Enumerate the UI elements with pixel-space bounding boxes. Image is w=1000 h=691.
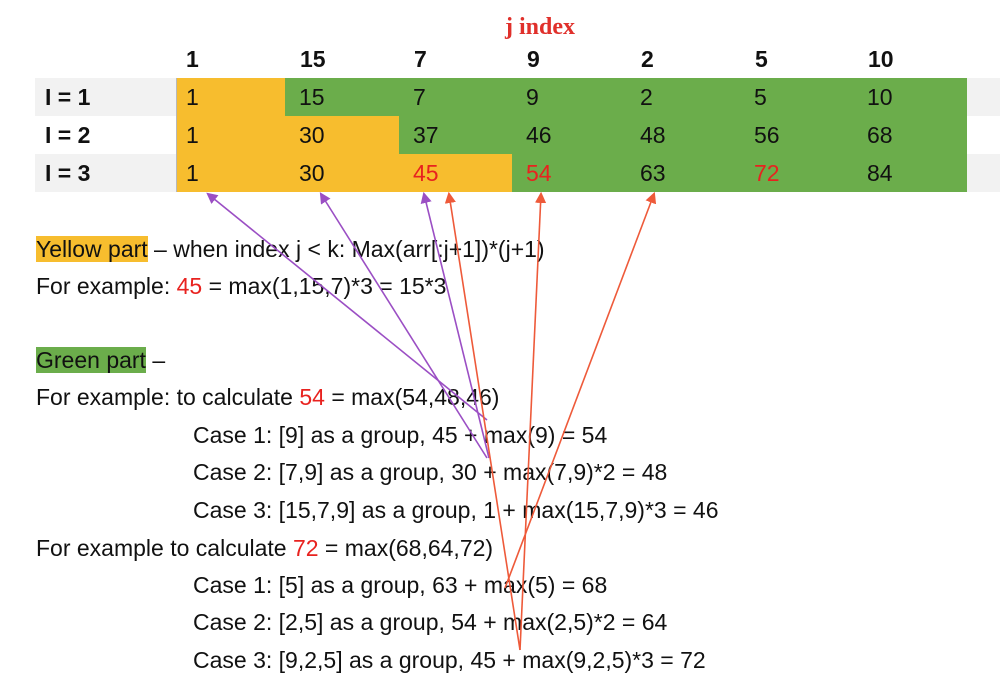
highlight-value: 72 bbox=[292, 535, 319, 561]
red-arrow bbox=[444, 191, 521, 651]
column-header: 7 bbox=[414, 46, 427, 72]
example-line: For example: 45 = max(1,15,7)*3 = 15*3 bbox=[36, 273, 447, 299]
row-label: I = 1 bbox=[45, 84, 91, 110]
column-divider bbox=[176, 116, 177, 154]
table-cell: 37 bbox=[413, 122, 439, 148]
table-cell: 2 bbox=[640, 84, 653, 110]
case-line: Case 1: [9] as a group, 45 + max(9) = 54 bbox=[193, 422, 608, 448]
red-arrow bbox=[504, 191, 657, 589]
table-cell: 30 bbox=[299, 160, 325, 186]
table-cell: 54 bbox=[526, 160, 552, 186]
example-line: For example to calculate 72 = max(68,64,… bbox=[36, 535, 494, 561]
column-header: 15 bbox=[300, 46, 326, 72]
green-region bbox=[285, 78, 967, 116]
highlight-value: 54 bbox=[299, 384, 325, 410]
column-header: 9 bbox=[527, 46, 540, 72]
table-cell: 56 bbox=[754, 122, 780, 148]
green-part-line: Green part – bbox=[36, 347, 166, 373]
table-cell: 7 bbox=[413, 84, 426, 110]
row-label: I = 3 bbox=[45, 160, 91, 186]
column-divider bbox=[176, 154, 177, 192]
highlight-value: 45 bbox=[176, 273, 203, 299]
column-header: 5 bbox=[755, 46, 768, 72]
purple-arrow bbox=[206, 192, 488, 421]
case-line: Case 2: [7,9] as a group, 30 + max(7,9)*… bbox=[193, 459, 668, 485]
green-region bbox=[399, 116, 967, 154]
table-row: I = 3 1 30 45 54 63 72 84 bbox=[35, 154, 1000, 192]
table-cell: 1 bbox=[186, 122, 199, 148]
table-cell: 48 bbox=[640, 122, 666, 148]
row-label: I = 2 bbox=[45, 122, 91, 148]
table-cell: 72 bbox=[754, 160, 780, 186]
table-cell: 5 bbox=[754, 84, 767, 110]
column-header: 2 bbox=[641, 46, 654, 72]
table-cell: 63 bbox=[640, 160, 666, 186]
table-cell: 30 bbox=[299, 122, 325, 148]
table-cell: 1 bbox=[186, 160, 199, 186]
table-cell: 84 bbox=[867, 160, 893, 186]
yellow-region bbox=[177, 154, 512, 192]
j-index-title: j index bbox=[505, 14, 576, 40]
table-cell: 9 bbox=[526, 84, 539, 110]
yellow-region bbox=[177, 116, 399, 154]
table-row: I = 1 1 15 7 9 2 5 10 bbox=[35, 78, 1000, 116]
green-part-label: Green part bbox=[36, 347, 146, 373]
table-cell: 10 bbox=[867, 84, 893, 110]
table-cell: 1 bbox=[177, 78, 285, 116]
case-line: Case 3: [15,7,9] as a group, 1 + max(15,… bbox=[193, 497, 719, 523]
table-row: I = 2 1 30 37 46 48 56 68 bbox=[35, 116, 1000, 154]
case-line: Case 3: [9,2,5] as a group, 45 + max(9,2… bbox=[193, 647, 706, 673]
purple-arrow bbox=[319, 192, 488, 459]
table-cell: 46 bbox=[526, 122, 552, 148]
purple-arrow bbox=[420, 191, 490, 459]
table-cell: 15 bbox=[299, 84, 325, 110]
column-header: 10 bbox=[868, 46, 894, 72]
table-cell: 45 bbox=[413, 160, 439, 186]
case-line: Case 2: [2,5] as a group, 54 + max(2,5)*… bbox=[193, 609, 668, 635]
case-line: Case 1: [5] as a group, 63 + max(5) = 68 bbox=[193, 572, 608, 598]
yellow-part-label: Yellow part bbox=[36, 236, 148, 262]
column-header: 1 bbox=[186, 46, 199, 72]
column-divider bbox=[176, 78, 177, 116]
red-arrow bbox=[519, 191, 547, 651]
table-cell: 68 bbox=[867, 122, 893, 148]
green-region bbox=[512, 154, 967, 192]
